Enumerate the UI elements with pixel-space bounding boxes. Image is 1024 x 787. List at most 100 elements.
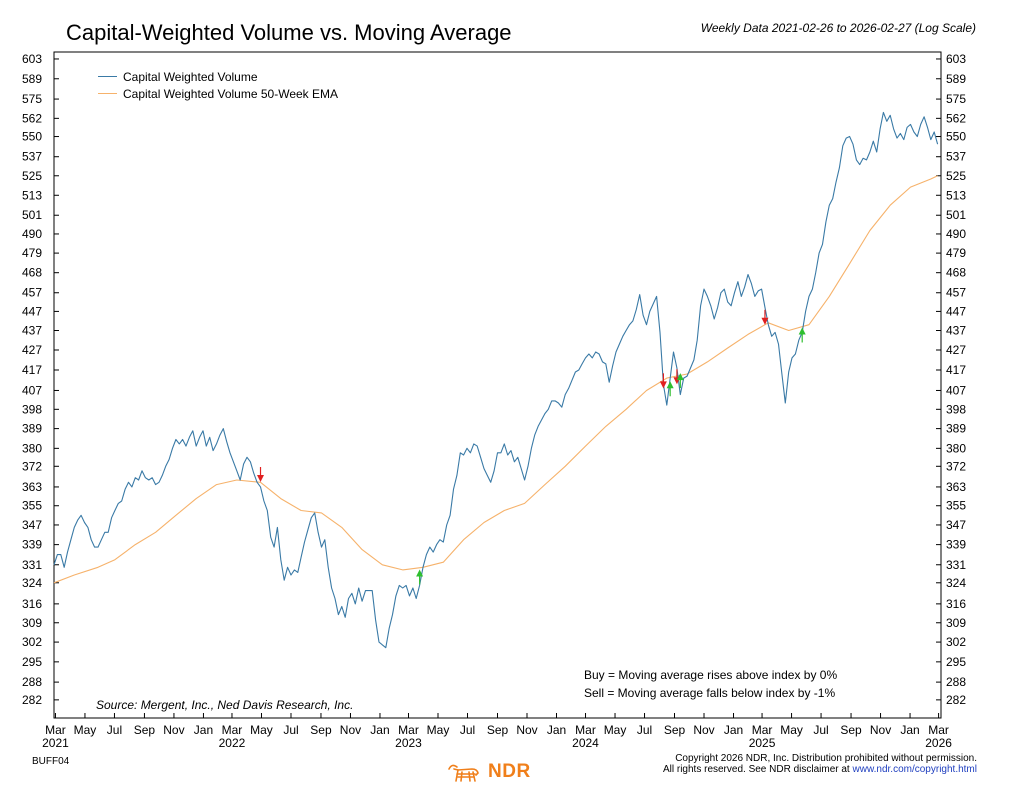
x-tick-label: Jan [547,723,566,737]
y-tick-label-left: 525 [22,169,42,183]
y-tick-label-left: 324 [22,576,42,590]
y-tick-label-left: 603 [22,52,42,66]
y-tick-label-right: 537 [946,150,966,164]
y-tick-label-left: 513 [22,188,42,202]
x-tick-label: Nov [340,723,361,737]
y-tick-label-right: 437 [946,323,966,337]
series-layer [53,111,939,649]
x-tick-label: Nov [516,723,537,737]
x-tick-label: Jul [283,723,298,737]
x-year-label: 2022 [219,736,246,750]
y-tick-label-right: 550 [946,130,966,144]
y-tick-label-right: 575 [946,92,966,106]
y-tick-label-right: 288 [946,675,966,689]
copyright-notice: Copyright 2026 NDR, Inc. Distribution pr… [663,753,977,775]
tick-layer: 282 282 288 288 295 295 302 302 309 309 316 316 324 3… [22,52,966,750]
y-tick-label-right: 372 [946,459,966,473]
y-tick-label-left: 575 [22,92,42,106]
y-tick-label-right: 603 [946,52,966,66]
logo-text: NDR [488,761,531,782]
y-tick-label-left: 355 [22,499,42,513]
y-tick-label-left: 447 [22,304,42,318]
bull-icon [448,764,479,782]
x-tick-label: May [427,723,450,737]
y-tick-label-right: 363 [946,480,966,494]
x-year-label: 2023 [395,736,422,750]
source-note: Source: Mergent, Inc., Ned Davis Researc… [96,698,354,712]
x-tick-label: May [250,723,273,737]
y-tick-label-right: 295 [946,655,966,669]
sell-rule-text: Sell = Moving average falls below index … [584,686,836,700]
y-tick-label-right: 427 [946,343,966,357]
y-tick-label-left: 288 [22,675,42,689]
y-tick-label-left: 427 [22,343,42,357]
buy-rule-text: Buy = Moving average rises above index b… [584,668,838,682]
y-tick-label-right: 417 [946,363,966,377]
buy-signal-arrowhead [416,569,424,577]
x-tick-label: Nov [693,723,714,737]
y-tick-label-left: 562 [22,111,42,125]
x-tick-label: Jan [370,723,389,737]
legend-item-volume: Capital Weighted Volume [98,68,338,85]
legend-item-ema: Capital Weighted Volume 50-Week EMA [98,85,338,102]
legend-swatch-ema [98,93,117,94]
y-tick-label-left: 589 [22,72,42,86]
y-tick-label-right: 501 [946,208,966,222]
x-tick-label: Sep [134,723,156,737]
signal-layer [257,309,806,585]
y-tick-label-left: 363 [22,480,42,494]
y-tick-label-left: 372 [22,459,42,473]
buy-signal-arrowhead [666,381,674,389]
x-tick-label: Mar [45,723,66,737]
buy-signal-arrowhead [798,327,806,335]
x-tick-label: May [780,723,803,737]
y-tick-label-right: 562 [946,111,966,125]
y-tick-label-left: 479 [22,246,42,260]
sell-signal-arrowhead [659,381,667,389]
y-tick-label-right: 447 [946,304,966,318]
y-tick-label-right: 309 [946,616,966,630]
sell-signal-arrowhead [257,474,265,482]
x-tick-label: Sep [840,723,862,737]
y-tick-label-left: 550 [22,130,42,144]
y-tick-label-left: 417 [22,363,42,377]
x-tick-label: Jan [194,723,213,737]
copyright-line-1: Copyright 2026 NDR, Inc. Distribution pr… [675,753,977,764]
y-tick-label-left: 398 [22,402,42,416]
chart-subtitle: Weekly Data 2021-02-26 to 2026-02-27 (Lo… [700,21,976,35]
y-tick-label-right: 398 [946,402,966,416]
y-tick-label-right: 347 [946,518,966,532]
copyright-line-2: All rights reserved. See NDR disclaimer … [663,764,977,775]
y-tick-label-left: 437 [22,323,42,337]
y-tick-label-right: 282 [946,693,966,707]
y-tick-label-left: 347 [22,518,42,532]
buy-signal-arrowhead [676,373,684,381]
x-tick-label: May [74,723,97,737]
y-tick-label-right: 324 [946,576,966,590]
legend: Capital Weighted Volume Capital Weighted… [98,68,338,102]
x-year-label: 2024 [572,736,599,750]
x-tick-label: Jul [813,723,828,737]
legend-label-ema: Capital Weighted Volume 50-Week EMA [123,86,338,101]
plot-frame [53,51,942,719]
y-tick-label-right: 407 [946,383,966,397]
ndr-logo: NDR [446,761,531,783]
copyright-link[interactable]: www.ndr.com/copyright.html [852,764,978,775]
y-tick-label-left: 457 [22,286,42,300]
x-tick-label: Jul [460,723,475,737]
y-tick-label-left: 468 [22,266,42,280]
y-tick-label-left: 380 [22,441,42,455]
y-tick-label-right: 389 [946,422,966,436]
y-tick-label-right: 302 [946,635,966,649]
y-tick-label-right: 490 [946,227,966,241]
y-tick-label-right: 457 [946,286,966,300]
y-tick-label-left: 407 [22,383,42,397]
legend-label-volume: Capital Weighted Volume [123,69,258,84]
x-tick-label: Jul [107,723,122,737]
legend-swatch-volume [98,76,117,77]
sell-signal-arrowhead [761,317,769,325]
x-tick-label: Mar [575,723,596,737]
y-tick-label-right: 513 [946,188,966,202]
x-tick-label: Sep [487,723,509,737]
copyright-line-2-text: All rights reserved. See NDR disclaimer … [662,764,853,775]
